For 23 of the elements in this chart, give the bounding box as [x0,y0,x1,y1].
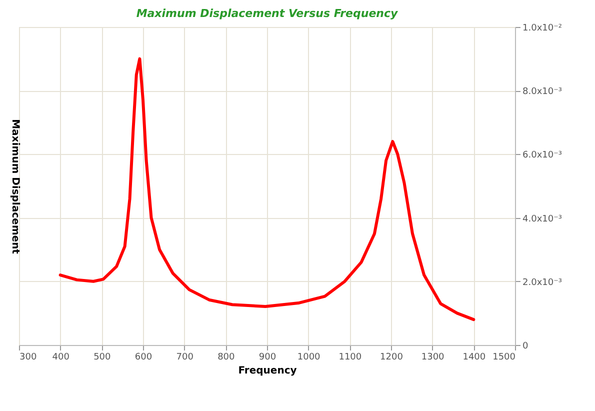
y-tick-label: 4.0x10⁻³ [522,214,562,224]
y-tick-label: 0 [522,342,528,352]
y-tick-label: 8.0x10⁻³ [522,87,562,98]
x-tick-label: 600 [134,352,152,362]
x-tick-label: 900 [258,352,276,362]
x-tick-label: 400 [52,352,70,362]
x-tick-label: 1500 [492,352,516,362]
line-series [58,57,476,322]
x-tick-label: 1400 [462,352,486,362]
x-axis-title: Frequency [238,366,298,376]
x-tick-label: 1000 [297,352,321,362]
y-tick-label: 1.0x10⁻² [522,24,562,34]
y-tick-label: 2.0x10⁻³ [522,278,562,288]
x-tick-label: 300 [20,352,37,362]
x-tick-label: 700 [176,352,194,362]
y-tick-label: 6.0x10⁻³ [522,150,562,161]
x-tick-label: 1100 [338,352,362,362]
chart-title: Maximum Displacement Versus Frequency [136,7,399,20]
x-tick-label: 1200 [380,352,404,362]
x-tick-label: 1300 [421,352,445,362]
x-tick-label: 500 [94,352,112,362]
x-tick-label: 800 [218,352,236,362]
y-axis-title: Maximum Displacement [10,119,20,254]
